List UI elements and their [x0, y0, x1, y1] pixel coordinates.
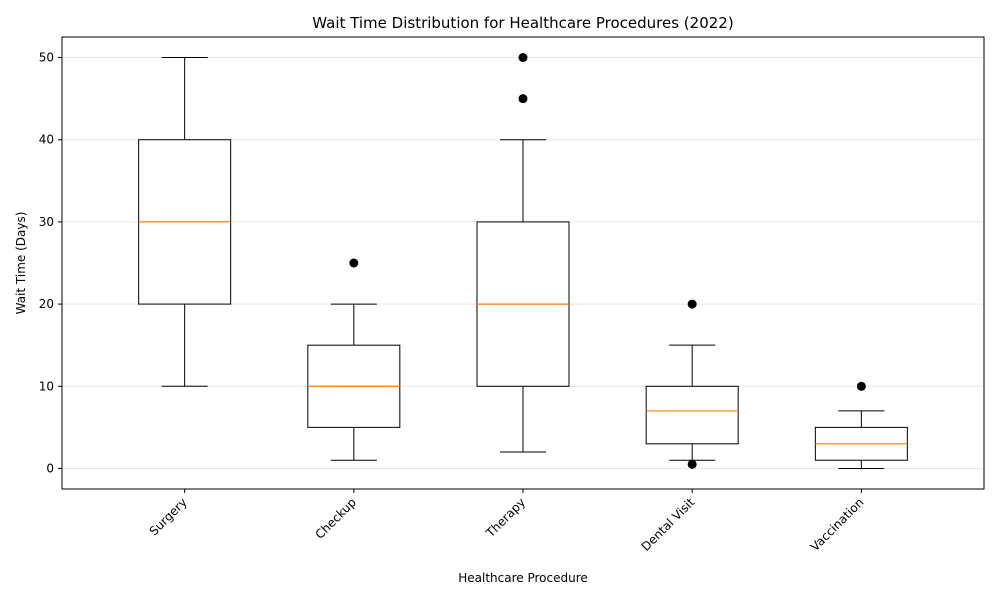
box-therapy — [477, 53, 569, 452]
y-tick-label: 0 — [46, 461, 54, 475]
outlier-point — [688, 300, 697, 309]
outlier-point — [519, 94, 528, 103]
y-tick-label: 40 — [39, 133, 54, 147]
x-tick-label: Therapy — [483, 495, 528, 540]
y-tick-label: 30 — [39, 215, 54, 229]
chart-title: Wait Time Distribution for Healthcare Pr… — [312, 14, 733, 32]
y-tick-label: 20 — [39, 297, 54, 311]
outlier-point — [857, 382, 866, 391]
y-axis: 0 10 20 30 40 50 — [39, 51, 62, 476]
box-surgery — [139, 58, 231, 387]
x-tick-label: Surgery — [147, 495, 190, 538]
iqr-box — [646, 386, 738, 444]
x-tick-label: Vaccination — [808, 495, 867, 554]
box-series — [139, 53, 908, 469]
y-tick-label: 10 — [39, 379, 54, 393]
y-axis-label: Wait Time (Days) — [14, 212, 28, 315]
outlier-point — [688, 460, 697, 469]
x-tick-label: Dental Visit — [639, 495, 698, 554]
x-axis-label: Healthcare Procedure — [458, 571, 588, 585]
outlier-point — [349, 259, 358, 268]
outlier-point — [519, 53, 528, 62]
box-checkup — [308, 259, 400, 461]
box-vaccination — [815, 382, 907, 469]
y-tick-label: 50 — [39, 51, 54, 65]
x-tick-label: Checkup — [312, 495, 359, 542]
x-axis: Surgery Checkup Therapy Dental Visit Vaccina… — [147, 489, 867, 554]
box-dental-visit — [646, 300, 738, 469]
